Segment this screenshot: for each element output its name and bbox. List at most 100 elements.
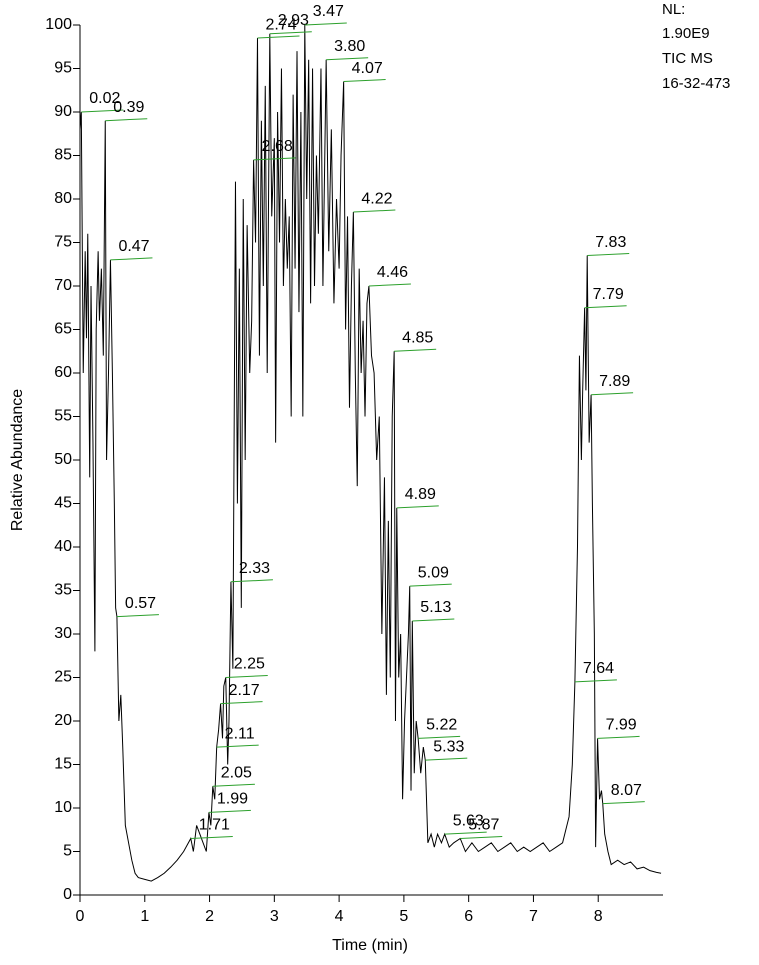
x-tick-label: 1 <box>140 908 149 925</box>
peak-leader <box>394 348 437 352</box>
peak-leader <box>343 79 386 83</box>
peak-label: 0.57 <box>125 595 156 612</box>
peak-label: 3.47 <box>313 3 344 20</box>
peak-leader <box>225 675 268 678</box>
peak-leader <box>110 257 153 261</box>
x-tick-label: 2 <box>205 908 214 925</box>
peak-leader <box>425 757 468 761</box>
peak-leader <box>304 22 347 26</box>
trace <box>79 24 662 882</box>
peak-leader <box>396 505 439 509</box>
peak-label: 5.22 <box>426 717 457 734</box>
peak-label: 0.47 <box>118 238 149 255</box>
peak-label: 0.02 <box>89 90 120 107</box>
peak-label: 7.89 <box>599 373 630 390</box>
peak-label: 7.64 <box>583 660 614 677</box>
peak-label: 4.22 <box>361 190 392 207</box>
peak-leader <box>105 118 148 122</box>
y-tick-label: 95 <box>54 60 72 77</box>
y-tick-label: 25 <box>54 669 72 686</box>
peak-label: 2.33 <box>239 560 270 577</box>
peak-leader <box>602 801 645 805</box>
info-text: NL: <box>662 1 685 18</box>
peak-label: 4.07 <box>352 60 383 77</box>
peak-leader <box>409 583 452 587</box>
peak-label: 2.68 <box>262 138 293 155</box>
x-tick-label: 6 <box>464 908 473 925</box>
peak-label: 0.39 <box>113 99 144 116</box>
peak-leader <box>584 305 627 309</box>
peak-leader <box>597 735 640 739</box>
peak-leader <box>269 31 312 35</box>
peak-leader <box>460 835 503 839</box>
peak-leader <box>418 735 461 739</box>
peak-label: 5.87 <box>468 817 499 834</box>
y-tick-label: 90 <box>54 103 72 120</box>
info-text: 16-32-473 <box>662 75 730 92</box>
peak-leader <box>257 35 300 39</box>
x-tick-label: 4 <box>335 908 344 925</box>
y-tick-label: 80 <box>54 190 72 207</box>
peak-label: 2.17 <box>229 682 260 699</box>
peak-label: 2.93 <box>278 12 309 29</box>
peak-label: 1.99 <box>217 791 248 808</box>
peak-leader <box>574 679 617 683</box>
peak-label: 3.80 <box>334 38 365 55</box>
y-tick-label: 15 <box>54 756 72 773</box>
peak-label: 7.79 <box>593 286 624 303</box>
y-tick-label: 75 <box>54 234 72 251</box>
peak-label: 5.63 <box>453 812 484 829</box>
y-axis-label: Relative Abundance <box>9 389 26 531</box>
x-tick-label: 0 <box>76 908 85 925</box>
y-tick-label: 10 <box>54 799 72 816</box>
peak-label: 4.85 <box>402 329 433 346</box>
peak-leader <box>208 809 251 813</box>
info-text: TIC MS <box>662 50 713 67</box>
peak-leader <box>353 209 396 213</box>
peak-label: 4.89 <box>405 486 436 503</box>
peak-leader <box>412 618 455 622</box>
peak-leader <box>587 253 630 257</box>
peak-leader <box>230 579 273 583</box>
peak-label: 2.74 <box>265 16 296 33</box>
y-tick-label: 100 <box>45 16 72 33</box>
x-tick-label: 7 <box>529 908 538 925</box>
y-tick-label: 50 <box>54 451 72 468</box>
y-tick-label: 30 <box>54 625 72 642</box>
x-tick-label: 5 <box>399 908 408 925</box>
peak-leader <box>368 283 411 287</box>
peak-label: 5.09 <box>418 564 449 581</box>
peak-label: 4.46 <box>377 264 408 281</box>
peak-label: 2.05 <box>221 764 252 781</box>
peak-leader <box>116 614 159 618</box>
y-tick-label: 70 <box>54 277 72 294</box>
peak-label: 1.71 <box>199 817 230 834</box>
peak-label: 8.07 <box>611 782 642 799</box>
peak-label: 7.83 <box>595 234 626 251</box>
peak-leader <box>81 109 124 113</box>
peak-leader <box>190 835 233 839</box>
peak-leader <box>212 783 255 787</box>
peak-leader <box>326 57 369 61</box>
info-text: 1.90E9 <box>662 25 710 42</box>
y-tick-label: 60 <box>54 364 72 381</box>
y-tick-label: 45 <box>54 495 72 512</box>
peak-label: 7.99 <box>606 717 637 734</box>
peak-leader <box>253 157 296 161</box>
peak-label: 2.25 <box>234 656 265 673</box>
peak-leader <box>444 831 487 835</box>
peak-label: 5.33 <box>433 738 464 755</box>
peak-label: 2.11 <box>225 725 255 742</box>
y-tick-label: 85 <box>54 147 72 164</box>
y-tick-label: 5 <box>63 843 72 860</box>
x-tick-label: 3 <box>270 908 279 925</box>
y-tick-label: 40 <box>54 538 72 555</box>
y-tick-label: 65 <box>54 321 72 338</box>
peak-label: 5.13 <box>420 599 451 616</box>
x-axis-label: Time (min) <box>332 937 408 954</box>
y-tick-label: 35 <box>54 582 72 599</box>
peak-leader <box>220 701 263 705</box>
x-tick-label: 8 <box>594 908 603 925</box>
peak-leader <box>591 392 634 396</box>
